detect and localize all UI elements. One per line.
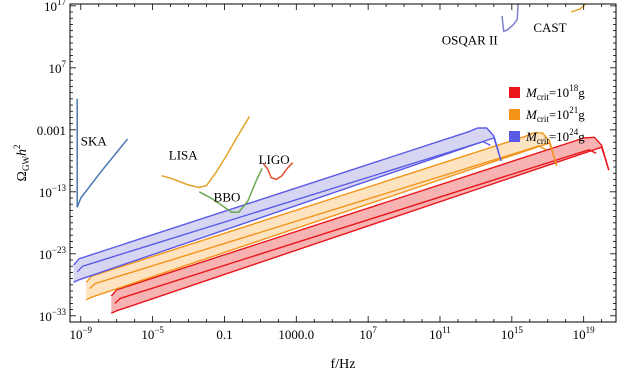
y-tick-label: 0.001	[37, 123, 66, 138]
detector-label-cast: CAST	[533, 20, 566, 35]
band-fill	[111, 137, 609, 314]
x-tick-label: 107	[359, 325, 377, 342]
y-tick-label: 107	[49, 59, 67, 76]
band-lower-curve	[85, 142, 558, 301]
detector-labels: SKA LISA BBO LIGO OSQAR II CAST	[81, 20, 567, 205]
band-fill	[86, 132, 557, 300]
x-tick-label: 0.1	[216, 327, 232, 342]
band-lower-curve	[73, 137, 502, 283]
y-tick-label: 10−23	[39, 245, 67, 262]
detector-label-ska: SKA	[81, 133, 108, 148]
detector-curve-ska	[76, 98, 129, 208]
legend-entry: Mcrit=1021g	[525, 105, 585, 124]
x-tick-label: 1011	[429, 325, 451, 342]
detector-label-ligo: LIGO	[259, 152, 290, 167]
band-inner-curve	[76, 140, 491, 273]
x-tick-label: 1019	[573, 325, 596, 342]
x-tick-label: 10−9	[69, 325, 92, 342]
band-inner-curve	[114, 148, 597, 304]
band-upper-curve	[73, 127, 502, 266]
x-tick-label: 1015	[501, 325, 524, 342]
detector-curves	[76, 4, 587, 214]
y-tick-label: 1017	[44, 0, 67, 14]
legend-swatch	[509, 131, 520, 142]
band-lower-curve	[111, 146, 610, 314]
axis-ticks	[70, 4, 616, 323]
band-layer	[73, 127, 610, 314]
band-2	[73, 127, 502, 283]
detector-label-lisa: LISA	[169, 148, 199, 163]
legend: Mcrit=1018g Mcrit=1021g Mcrit=1024g	[509, 83, 585, 146]
legend-entry: Mcrit=1024g	[525, 127, 585, 146]
x-tick-label: 10−5	[141, 325, 164, 342]
x-tick-label: 1000.0	[278, 327, 314, 342]
y-tick-label: 10−13	[39, 183, 67, 200]
detector-label-osqar-ii: OSQAR II	[442, 32, 498, 47]
y-axis-title: ΩGWh2	[12, 145, 31, 182]
detector-curve-osqar-ii	[501, 4, 519, 33]
detector-curve-lisa	[161, 115, 251, 189]
legend-swatch	[509, 109, 520, 120]
band-inner-curve	[89, 145, 547, 290]
band-1	[85, 132, 558, 301]
detector-curve-ligo	[262, 162, 294, 181]
band-0	[110, 136, 610, 314]
y-tick-label: 10−33	[39, 307, 67, 324]
axis-tick-labels: 10−9 10−5 0.1 1000.0 107 1011 1015 1019 10−33 10−…	[37, 0, 595, 342]
detector-label-bbo: BBO	[214, 190, 241, 205]
band-fill	[73, 128, 502, 283]
plot-frame	[69, 3, 617, 323]
legend-swatch	[509, 87, 520, 98]
detector-curve-bbo	[198, 167, 263, 214]
legend-entry: Mcrit=1018g	[525, 83, 585, 102]
band-upper-curve	[110, 136, 610, 297]
x-axis-title: f/Hz	[331, 357, 356, 372]
